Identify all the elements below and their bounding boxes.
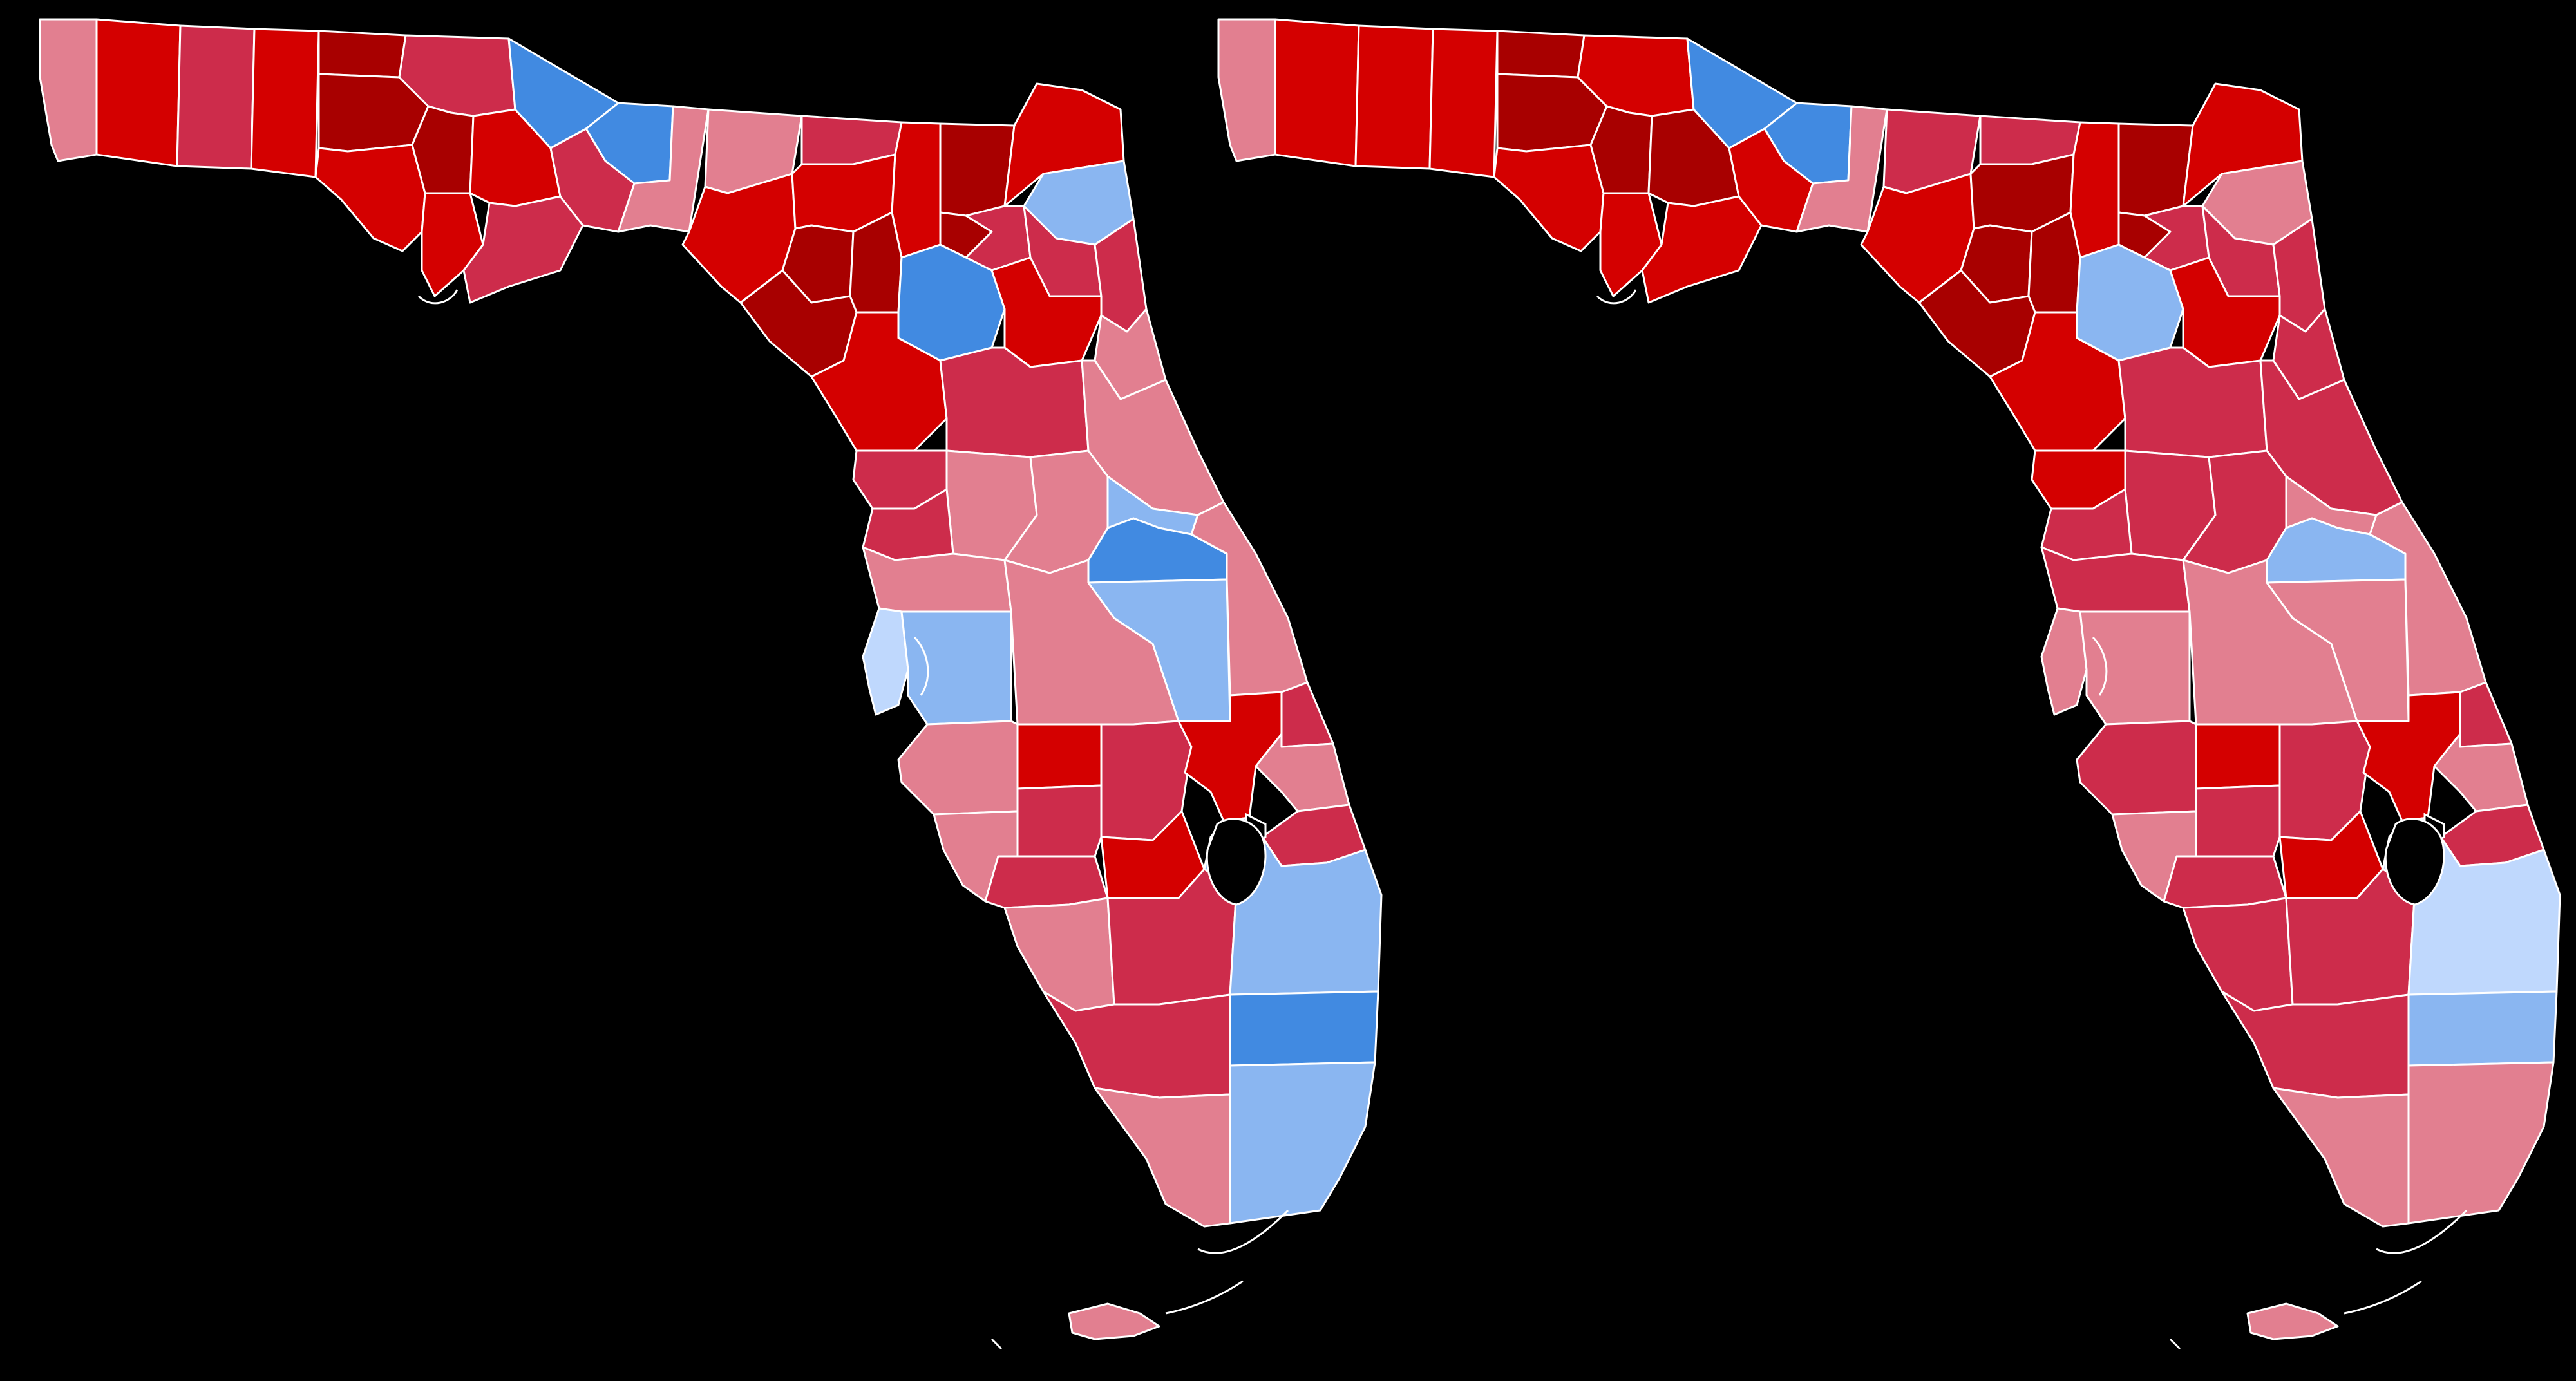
county-hillsborough <box>900 610 1012 726</box>
county-hardee <box>1016 723 1103 790</box>
county-hillsborough <box>2079 610 2191 726</box>
county-miami-dade <box>1229 1061 1376 1225</box>
county-manatee <box>897 720 1019 816</box>
county-walton <box>1428 28 1499 178</box>
county-charlotte <box>984 855 1109 909</box>
county-miami-dade <box>2407 1061 2555 1225</box>
county-indian-river <box>1280 681 1334 748</box>
county-columbia <box>891 121 942 259</box>
county-columbia <box>2069 121 2120 259</box>
county-broward <box>1229 990 1379 1067</box>
county-jefferson <box>1795 105 1888 233</box>
county-keys <box>2246 1302 2339 1340</box>
county-indian-river <box>2459 681 2513 748</box>
county-okaloosa <box>176 24 256 170</box>
county-lee <box>2182 897 2294 1012</box>
county-st-lucie <box>2433 733 2529 813</box>
coastline-detail-2 <box>1197 1209 1289 1254</box>
county-collier <box>1042 990 1231 1099</box>
coastline-detail-4 <box>990 1338 1003 1350</box>
county-marion <box>2117 346 2268 458</box>
county-bay <box>1493 144 1605 252</box>
county-st-lucie <box>1255 733 1350 813</box>
coastline-detail-2 <box>2376 1209 2468 1254</box>
county-lee <box>1003 897 1115 1012</box>
county-nassau <box>2182 82 2304 207</box>
coastline-detail-0 <box>417 289 459 305</box>
coastline-detail-3 <box>1165 1280 1244 1315</box>
coastline-detail-0 <box>1596 289 1637 305</box>
county-desoto <box>2195 784 2281 858</box>
county-walton <box>250 28 320 178</box>
county-santa-rosa <box>1274 18 1360 167</box>
county-baker <box>2117 122 2194 217</box>
lake-okeechobee-1 <box>2384 818 2445 906</box>
county-collier <box>2221 990 2410 1099</box>
county-escambia <box>39 18 98 162</box>
county-marion <box>939 346 1090 458</box>
coastline-detail-3 <box>2344 1280 2422 1315</box>
county-jefferson <box>617 105 710 233</box>
county-escambia <box>1217 18 1276 162</box>
county-charlotte <box>2163 855 2287 909</box>
county-franklin <box>1641 195 1763 304</box>
county-nassau <box>1003 82 1125 207</box>
county-hardee <box>2195 723 2281 790</box>
lake-okeechobee-1 <box>1206 818 1267 906</box>
county-gulf <box>421 192 484 297</box>
county-pinellas <box>2040 607 2088 716</box>
county-monroe <box>1094 1087 1231 1228</box>
county-holmes <box>1496 30 1586 79</box>
county-desoto <box>1016 784 1103 858</box>
county-franklin <box>462 195 584 304</box>
coastline-detail-1 <box>2092 636 2108 696</box>
county-santa-rosa <box>95 18 182 167</box>
florida-map-left <box>39 18 1383 1350</box>
county-manatee <box>2076 720 2197 816</box>
county-broward <box>2407 990 2558 1067</box>
county-bay <box>314 144 426 252</box>
coastline-detail-1 <box>913 636 929 696</box>
county-okaloosa <box>1354 24 1434 170</box>
county-gulf <box>1599 192 1663 297</box>
county-holmes <box>317 30 407 79</box>
county-pinellas <box>862 607 909 716</box>
county-baker <box>939 122 1016 217</box>
coastline-detail-4 <box>2169 1338 2181 1350</box>
florida-map-right <box>1217 18 2561 1350</box>
county-keys <box>1068 1302 1160 1340</box>
county-monroe <box>2272 1087 2410 1228</box>
